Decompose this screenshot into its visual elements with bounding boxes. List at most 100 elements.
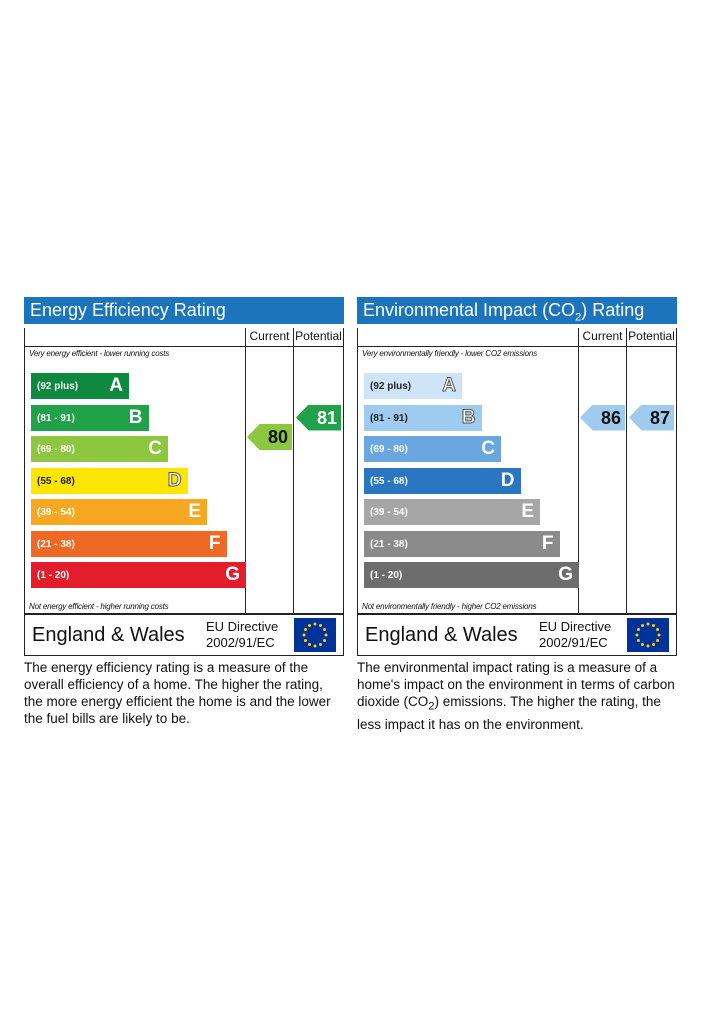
environment-description: The environmental impact rating is a mea…	[357, 659, 677, 733]
environment-title-sub: 2	[575, 311, 582, 324]
column-divider	[293, 328, 294, 613]
energy-bottom-note: Not energy efficient - higher running co…	[29, 602, 169, 611]
environment-current-header: Current	[582, 329, 623, 343]
environment-current-rating-arrow: 86	[580, 404, 625, 431]
eu-star-icon	[641, 643, 644, 647]
environment-title-pre: Environmental Impact (CO	[363, 300, 576, 320]
eu-star-icon	[308, 623, 311, 627]
environment-bottom-note: Not environmentally friendly - higher CO…	[362, 602, 537, 611]
energy-band-letter: C	[148, 438, 162, 459]
energy-band-range: (39 - 54)	[37, 507, 75, 518]
eu-star-icon	[636, 628, 640, 631]
energy-footer: England & Wales EU Directive 2002/91/EC	[24, 614, 344, 656]
eu-star-icon	[656, 639, 660, 642]
eu-star-icon	[646, 644, 650, 648]
energy-band-range: (55 - 68)	[37, 475, 75, 487]
energy-band-letter: A	[109, 375, 123, 396]
environment-title: Environmental Impact (CO2) Rating	[357, 297, 677, 324]
environment-band-b: (81 - 91) B	[364, 404, 482, 431]
environment-potential-rating-arrow: 87	[629, 404, 674, 431]
environment-band-range: (21 - 38)	[370, 538, 408, 550]
environment-band-d: (55 - 68) D	[364, 467, 521, 494]
environment-directive-line2: 2002/91/EC	[539, 635, 608, 650]
energy-band-d: (55 - 68) D	[31, 467, 188, 494]
energy-band-letter: D	[167, 469, 182, 491]
environment-chart: Current Potential Very environmentally f…	[357, 328, 677, 614]
environment-band-range: (81 - 91)	[370, 412, 408, 424]
environment-potential-header: Potential	[628, 329, 675, 343]
eu-star-icon	[303, 628, 307, 631]
energy-band-b: (81 - 91) B	[31, 404, 149, 431]
energy-efficiency-panel: Energy Efficiency Rating Current Potenti…	[24, 297, 344, 727]
column-divider	[626, 328, 627, 613]
environment-band-g: (1 - 20) G	[364, 562, 579, 588]
energy-title: Energy Efficiency Rating	[24, 297, 344, 324]
eu-star-icon	[652, 643, 655, 647]
environment-band-range: (39 - 54)	[370, 507, 408, 518]
energy-band-e: (39 - 54) E	[31, 499, 207, 525]
environment-band-letter: B	[461, 406, 476, 428]
environment-description-part1: The environmental impact rating is a mea…	[357, 660, 675, 709]
environment-description-sub: 2	[428, 700, 435, 713]
eu-star-icon	[319, 643, 322, 647]
environment-band-letter: A	[442, 375, 457, 397]
environment-band-letter: C	[481, 438, 495, 459]
column-divider	[578, 328, 579, 613]
environment-header-row	[358, 328, 676, 347]
environment-directive-line1: EU Directive	[539, 619, 612, 634]
environment-band-range: (92 plus)	[370, 381, 412, 392]
energy-band-letter: G	[225, 564, 240, 585]
energy-band-letter: B	[128, 406, 143, 428]
eu-star-icon	[302, 633, 306, 637]
eu-star-icon	[656, 628, 660, 631]
energy-chart: Current Potential Very energy efficient …	[24, 328, 344, 614]
energy-directive-line2: 2002/91/EC	[206, 635, 275, 650]
environmental-impact-panel: Environmental Impact (CO2) Rating Curren…	[357, 297, 677, 733]
environment-region: England & Wales	[365, 624, 518, 646]
environment-top-note: Very environmentally friendly - lower CO…	[362, 349, 537, 358]
environment-band-letter: D	[500, 469, 515, 491]
environment-band-range: (69 - 80)	[370, 444, 408, 455]
energy-band-range: (81 - 91)	[37, 412, 75, 424]
eu-flag-icon	[627, 618, 669, 652]
energy-description: The energy efficiency rating is a measur…	[24, 660, 331, 726]
eu-star-icon	[313, 622, 317, 626]
eu-star-icon	[303, 639, 307, 642]
energy-band-range: (21 - 38)	[37, 538, 75, 550]
energy-region: England & Wales	[32, 624, 185, 646]
energy-band-f: (21 - 38) F	[31, 530, 227, 557]
energy-current-header: Current	[249, 329, 290, 343]
eu-star-icon	[636, 639, 640, 642]
energy-band-c: (69 - 80) C	[31, 436, 168, 462]
environment-description-part2: ) emissions. The higher the rating, the …	[357, 694, 661, 732]
energy-potential-header: Potential	[295, 329, 342, 343]
environment-band-c: (69 - 80) C	[364, 436, 501, 462]
eu-star-icon	[324, 633, 328, 637]
environment-band-e: (39 - 54) E	[364, 499, 540, 525]
eu-star-icon	[323, 628, 327, 631]
energy-potential-rating-arrow: 81	[296, 404, 341, 431]
energy-directive-line1: EU Directive	[206, 619, 279, 634]
environment-footer: England & Wales EU Directive 2002/91/EC	[357, 614, 677, 656]
eu-star-icon	[323, 639, 327, 642]
eu-star-icon	[652, 623, 655, 627]
energy-header-row	[25, 328, 343, 347]
eu-star-icon	[635, 633, 639, 637]
environment-band-range: (55 - 68)	[370, 475, 408, 487]
eu-star-icon	[657, 633, 661, 637]
environment-title-post: ) Rating	[581, 300, 645, 320]
energy-band-letter: E	[188, 501, 201, 522]
energy-band-range: (1 - 20)	[37, 570, 70, 581]
environment-band-letter: G	[558, 564, 573, 585]
eu-star-icon	[308, 643, 311, 647]
energy-current-rating-arrow: 80	[247, 424, 292, 450]
eu-star-icon	[319, 623, 322, 627]
environment-band-letter: F	[541, 532, 554, 554]
energy-band-g: (1 - 20) G	[31, 562, 246, 588]
eu-star-icon	[646, 622, 650, 626]
column-divider	[245, 328, 246, 613]
energy-band-range: (92 plus)	[37, 381, 79, 392]
eu-star-icon	[313, 644, 317, 648]
energy-band-range: (69 - 80)	[37, 444, 75, 455]
eu-star-icon	[641, 623, 644, 627]
